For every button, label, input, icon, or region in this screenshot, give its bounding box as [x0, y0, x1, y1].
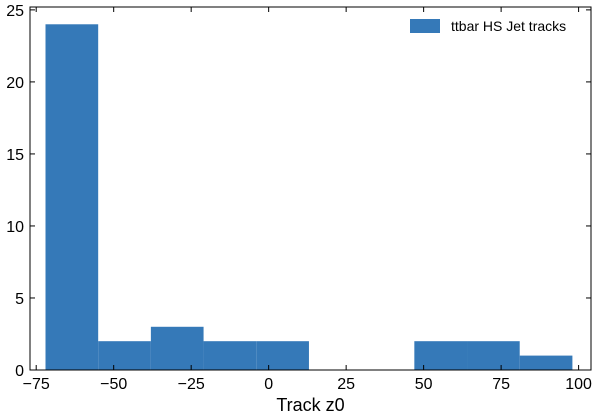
- y-tick-label: 15: [6, 147, 24, 164]
- x-tick-label: −25: [178, 376, 205, 393]
- histogram-bars: [45, 24, 573, 371]
- histogram-bar: [203, 341, 257, 370]
- x-axis-title: Track z0: [276, 395, 344, 415]
- histogram-bar: [519, 355, 573, 370]
- histogram-bar: [98, 341, 151, 370]
- x-tick-label: 75: [492, 376, 510, 393]
- x-tick-label: 0: [264, 376, 273, 393]
- x-tick-label: 50: [415, 376, 433, 393]
- x-tick-label: −75: [23, 376, 50, 393]
- histogram-bar: [414, 341, 468, 370]
- y-tick-label: 20: [6, 75, 24, 92]
- histogram-bar: [45, 24, 99, 371]
- histogram-bar: [467, 341, 520, 370]
- legend: ttbar HS Jet tracks: [410, 18, 566, 34]
- y-tick-label: 10: [6, 219, 24, 236]
- x-tick-label: −50: [100, 376, 127, 393]
- plot-frame: [29, 6, 592, 371]
- legend-swatch: [410, 19, 440, 33]
- legend-label: ttbar HS Jet tracks: [451, 18, 566, 34]
- y-axis-ticks: 0 5 10 15 20 25: [6, 3, 591, 380]
- x-tick-label: 25: [337, 376, 355, 393]
- x-tick-label: 100: [565, 376, 592, 393]
- y-tick-label: 5: [15, 291, 24, 308]
- x-axis-ticks: −75 −50 −25 0 25 50 75 100: [23, 7, 592, 393]
- histogram-bar: [150, 326, 204, 370]
- y-tick-label: 25: [6, 3, 24, 20]
- histogram-bar: [256, 341, 309, 370]
- y-tick-label: 0: [15, 363, 24, 380]
